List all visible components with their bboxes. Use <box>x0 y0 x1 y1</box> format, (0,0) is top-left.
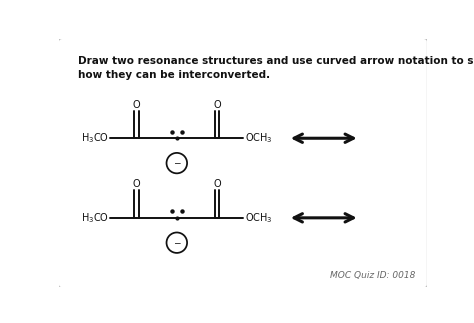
Text: O: O <box>133 99 140 109</box>
Text: −: − <box>173 238 181 247</box>
Text: Draw two resonance structures and use curved arrow notation to show
how they can: Draw two resonance structures and use cu… <box>78 56 474 80</box>
Text: OCH$_3$: OCH$_3$ <box>245 131 273 145</box>
Text: MOC Quiz ID: 0018: MOC Quiz ID: 0018 <box>330 271 416 280</box>
Text: O: O <box>213 179 221 189</box>
Text: H$_3$CO: H$_3$CO <box>81 211 109 225</box>
Text: OCH$_3$: OCH$_3$ <box>245 211 273 225</box>
Text: O: O <box>213 99 221 109</box>
Text: −: − <box>173 159 181 168</box>
Text: O: O <box>133 179 140 189</box>
Text: H$_3$CO: H$_3$CO <box>81 131 109 145</box>
FancyBboxPatch shape <box>58 38 428 288</box>
